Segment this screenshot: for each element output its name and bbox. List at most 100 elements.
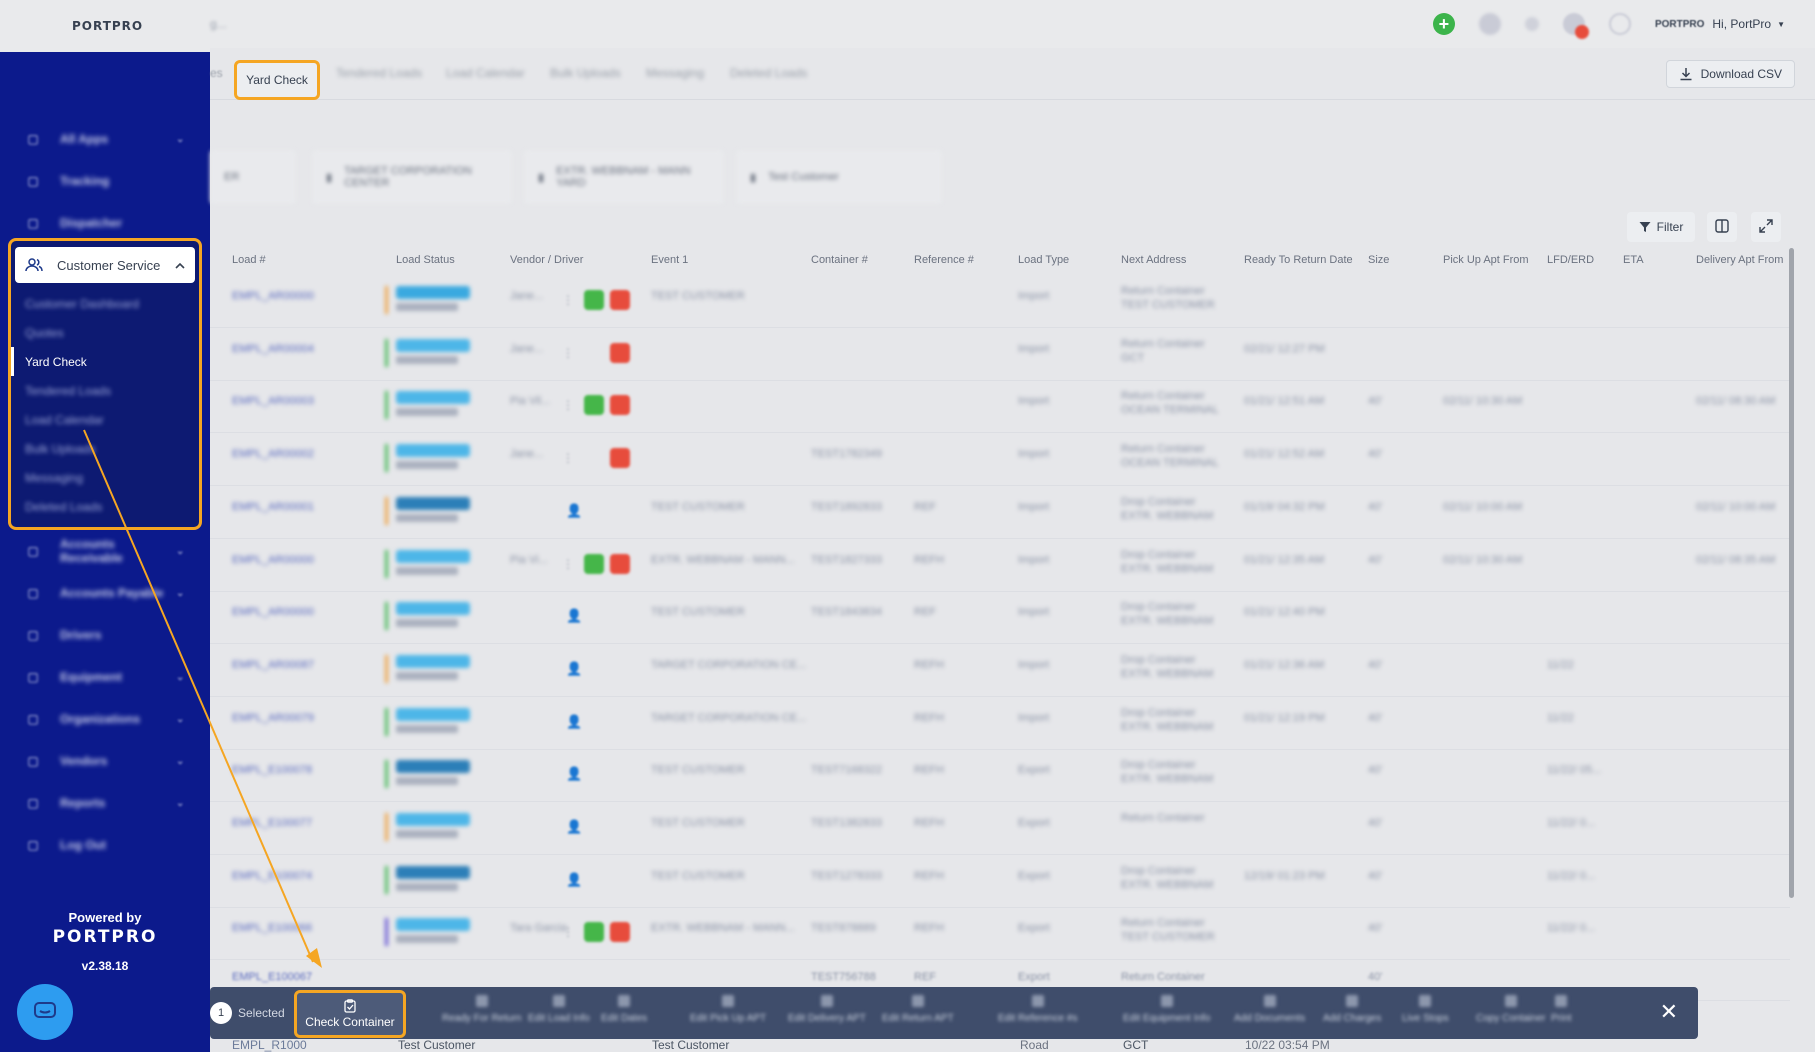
table-row[interactable]: EMPL_AR00001 👤 TEST CUSTOMER TEST1892833 REF…: [210, 487, 1790, 539]
load-number[interactable]: EMPL_AR00001: [232, 500, 314, 513]
reject-driver-button[interactable]: [610, 448, 630, 469]
bulk-action-edit-return-apt[interactable]: Edit Return APT: [882, 995, 954, 1024]
table-row[interactable]: EMPL_AR00004 Jane... ⋮ Import Return Contain…: [210, 329, 1790, 381]
column-header[interactable]: Pick Up Apt From: [1443, 254, 1529, 266]
mail-icon[interactable]: [1478, 13, 1501, 35]
notification-icon[interactable]: [1562, 13, 1589, 39]
bulk-action-edit-equipment-info[interactable]: Edit Equipment Info: [1123, 995, 1210, 1024]
sidebar-item-customer-service[interactable]: Customer Service: [15, 247, 195, 283]
load-number[interactable]: EMPL_E100067: [232, 971, 313, 984]
column-header[interactable]: Reference #: [914, 254, 974, 266]
filter-button[interactable]: Filter: [1627, 212, 1695, 242]
column-header[interactable]: Load #: [232, 254, 266, 266]
column-header[interactable]: Container #: [811, 254, 868, 266]
reject-driver-button[interactable]: [610, 553, 630, 574]
column-header[interactable]: Vendor / Driver: [510, 254, 584, 266]
bulk-action-edit-reference-s[interactable]: Edit Reference #s: [998, 995, 1078, 1024]
load-number[interactable]: EMPL_E100078: [232, 764, 313, 777]
assign-driver-icon[interactable]: 👤: [566, 713, 583, 729]
summary-card[interactable]: ▮ TARGET CORPORATION CENTER: [312, 150, 512, 204]
table-row[interactable]: EMPL_AR00002 Jane... ⋮ TEST1782349 Import Ret…: [210, 434, 1790, 487]
download-csv-button[interactable]: Download CSV: [1665, 60, 1795, 88]
tab-partial[interactable]: es: [210, 66, 223, 80]
table-row[interactable]: EMPL_E100066 Tara Garcia ⋮ EXTR. WEBBNAM - …: [210, 908, 1790, 961]
summary-card[interactable]: ▮ Test Customer: [736, 150, 942, 204]
bulk-action-print[interactable]: Print: [1551, 995, 1572, 1024]
assign-driver-icon[interactable]: 👤: [566, 502, 583, 518]
sidebar-item-equipment[interactable]: ▢ Equipment ⌄: [0, 656, 210, 698]
reject-driver-button[interactable]: [610, 290, 630, 310]
check-container-button[interactable]: Check Container: [294, 990, 406, 1038]
table-row[interactable]: EMPL_AR00000 👤 TEST CUSTOMER TEST1843834 REF…: [210, 592, 1790, 645]
load-number[interactable]: EMPL_AR00003: [232, 395, 314, 408]
tab-tendered-loads[interactable]: Tendered Loads: [336, 66, 423, 80]
load-number[interactable]: EMPL_AR00004: [232, 342, 314, 355]
fullscreen-button[interactable]: [1751, 212, 1781, 242]
bulk-action-edit-pick-up-apt[interactable]: Edit Pick Up APT: [690, 995, 766, 1024]
more-icon[interactable]: ⋮: [562, 345, 574, 360]
assign-driver-icon[interactable]: 👤: [566, 766, 583, 782]
close-icon[interactable]: ✕: [1659, 999, 1678, 1024]
tab-deleted-loads[interactable]: Deleted Loads: [730, 66, 808, 80]
tab-messaging[interactable]: Messaging: [646, 66, 705, 80]
sidebar-item-accounts-payable[interactable]: ▢ Accounts Payable ⌄: [0, 572, 210, 614]
load-number[interactable]: EMPL_AR00087: [232, 658, 314, 671]
submenu-item-tendered-loads[interactable]: Tendered Loads: [11, 376, 199, 405]
load-number[interactable]: EMPL_E100066: [232, 922, 313, 935]
table-row[interactable]: EMPL_E100078 👤 TEST CUSTOMER TEST7168322 REF…: [210, 750, 1790, 803]
columns-toggle-button[interactable]: [1707, 212, 1737, 242]
column-header[interactable]: Load Status: [396, 254, 455, 266]
add-icon[interactable]: +: [1432, 13, 1455, 35]
bulk-action-edit-load-info[interactable]: Edit Load Info: [528, 995, 590, 1024]
load-number[interactable]: EMPL_E100074: [232, 869, 313, 882]
submenu-item-yard-check[interactable]: Yard Check: [11, 347, 199, 376]
sidebar-item-accounts-receivable[interactable]: ▢ Accounts Receivable ⌄: [0, 530, 210, 572]
accept-driver-button[interactable]: [584, 922, 604, 943]
table-row[interactable]: EMPL_E100077 👤 TEST CUSTOMER TEST1382833 REF…: [210, 803, 1790, 855]
column-header[interactable]: ETA: [1623, 254, 1644, 266]
column-header[interactable]: LFD/ERD: [1547, 254, 1595, 266]
chat-button[interactable]: [17, 984, 73, 1040]
load-number[interactable]: EMPL_R1000: [232, 1038, 307, 1052]
portpro-logo[interactable]: PORTPRO: [72, 19, 144, 33]
load-number[interactable]: EMPL_AR00000: [232, 553, 314, 566]
submenu-item-bulk-uploads[interactable]: Bulk Uploads: [11, 434, 199, 463]
sidebar-item-dispatcher[interactable]: ▢ Dispatcher: [0, 202, 210, 244]
accept-driver-button[interactable]: [584, 290, 604, 310]
sidebar-item-all-apps[interactable]: ▢ All Apps ⌄: [0, 118, 210, 160]
more-icon[interactable]: ⋮: [562, 556, 574, 571]
sidebar-item-reports[interactable]: ▢ Reports ⌄: [0, 782, 210, 824]
table-row[interactable]: EMPL_AR00079 👤 TARGET CORPORATION CE... REF…: [210, 698, 1790, 750]
bulk-action-edit-dates[interactable]: Edit Dates: [601, 995, 647, 1024]
sidebar-item-organizations[interactable]: ▢ Organizations ⌄: [0, 698, 210, 740]
accept-driver-button[interactable]: [584, 395, 604, 416]
column-header[interactable]: Size: [1368, 254, 1390, 266]
load-number[interactable]: EMPL_AR00000: [232, 290, 314, 302]
column-header[interactable]: Ready To Return Date: [1244, 254, 1353, 266]
load-number[interactable]: EMPL_E100077: [232, 817, 313, 829]
more-icon[interactable]: ⋮: [562, 451, 574, 466]
reject-driver-button[interactable]: [610, 395, 630, 416]
load-number[interactable]: EMPL_AR00000: [232, 606, 314, 619]
bulk-action-add-documents[interactable]: Add Documents: [1234, 995, 1305, 1024]
assign-driver-icon[interactable]: 👤: [566, 871, 583, 887]
reject-driver-button[interactable]: [610, 342, 630, 363]
tab-load-calendar[interactable]: Load Calendar: [446, 66, 525, 80]
table-scrollbar[interactable]: [1789, 248, 1794, 898]
accept-driver-button[interactable]: [584, 553, 604, 574]
sidebar-item-drivers[interactable]: ▢ Drivers: [0, 614, 210, 656]
assign-driver-icon[interactable]: 👤: [566, 819, 583, 834]
bulk-action-live-stops[interactable]: Live Stops: [1402, 995, 1449, 1024]
table-row[interactable]: EMPL_AR00087 👤 TARGET CORPORATION CE... REF…: [210, 645, 1790, 697]
summary-card[interactable]: ER: [210, 150, 296, 204]
submenu-item-quotes[interactable]: Quotes: [11, 318, 199, 347]
column-header[interactable]: Event 1: [651, 254, 689, 266]
table-row[interactable]: EMPL_AR00000 Jane... ⋮ TEST CUSTOMER Import R…: [210, 276, 1790, 328]
column-header[interactable]: Load Type: [1018, 254, 1070, 266]
assign-driver-icon[interactable]: 👤: [566, 660, 583, 676]
user-menu[interactable]: PORTPRO Hi, PortPro ▼: [1655, 17, 1785, 31]
bulk-action-copy-container[interactable]: Copy Container: [1476, 995, 1545, 1024]
reject-driver-button[interactable]: [610, 922, 630, 943]
tab-yard-check[interactable]: Yard Check: [234, 60, 320, 100]
sidebar-item-log-out[interactable]: ▢ Log Out: [0, 824, 210, 866]
